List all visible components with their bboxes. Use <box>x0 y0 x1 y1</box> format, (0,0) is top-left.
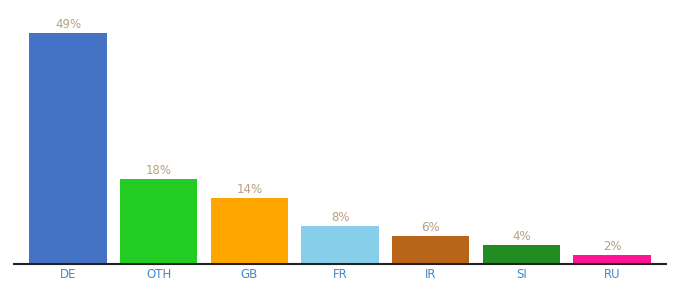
Bar <box>120 179 197 264</box>
Bar <box>483 245 560 264</box>
Text: 8%: 8% <box>330 211 350 224</box>
Bar <box>29 33 107 264</box>
Text: 6%: 6% <box>422 221 440 234</box>
Text: 49%: 49% <box>55 18 81 31</box>
Bar <box>301 226 379 264</box>
Bar <box>573 255 651 264</box>
Text: 14%: 14% <box>236 183 262 196</box>
Bar <box>392 236 469 264</box>
Text: 2%: 2% <box>602 240 622 253</box>
Text: 4%: 4% <box>512 230 530 243</box>
Bar <box>211 198 288 264</box>
Text: 18%: 18% <box>146 164 171 177</box>
